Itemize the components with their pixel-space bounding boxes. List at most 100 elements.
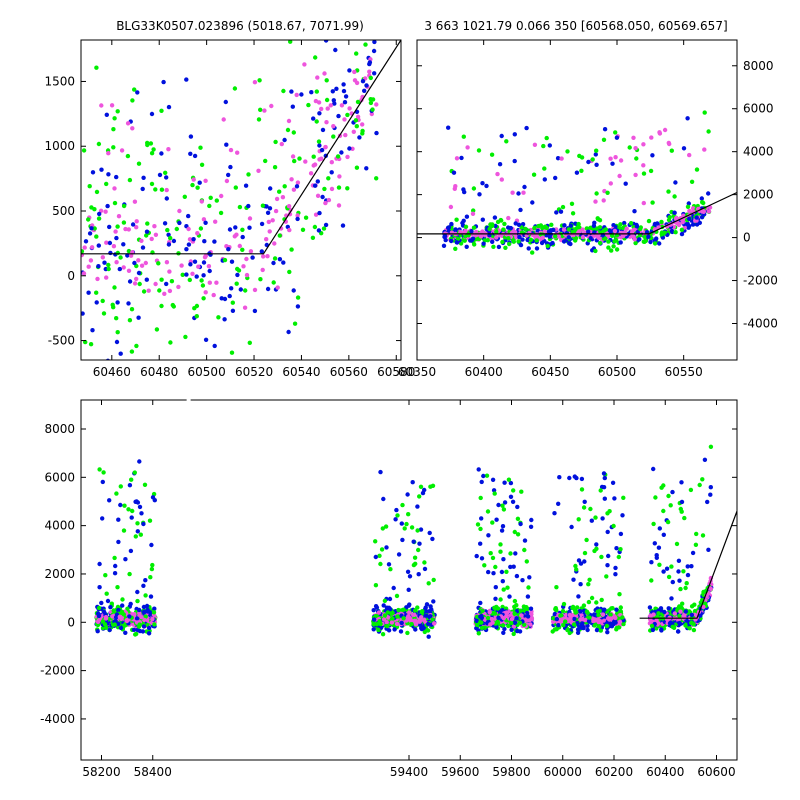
- title-right: 3 663 1021.79 0.066 350 [60568.050, 6056…: [424, 19, 727, 33]
- data-point-series-1: [149, 542, 154, 548]
- data-point-series-0: [402, 526, 407, 531]
- data-point-series-1: [136, 607, 142, 613]
- y-tick-label: 500: [52, 204, 75, 218]
- data-point-series-1: [118, 502, 123, 508]
- data-point-series-1: [553, 175, 558, 181]
- data-point-series-0: [621, 621, 626, 627]
- data-point-series-0: [257, 78, 262, 83]
- data-point-series-2: [88, 258, 94, 263]
- data-point-series-1: [685, 221, 690, 226]
- data-point-series-1: [610, 480, 616, 485]
- data-point-series-1: [150, 495, 156, 500]
- data-point-series-1: [320, 127, 326, 133]
- data-point-series-0: [326, 176, 331, 181]
- data-point-series-0: [118, 484, 124, 489]
- data-point-series-0: [409, 525, 415, 530]
- data-point-series-1: [267, 206, 273, 211]
- data-point-series-1: [474, 553, 479, 559]
- data-point-series-1: [610, 161, 615, 166]
- data-point-series-1: [334, 86, 339, 92]
- data-point-series-2: [559, 156, 564, 161]
- data-point-series-2: [337, 174, 342, 179]
- data-point-series-1: [479, 516, 484, 521]
- data-point-series-1: [508, 564, 513, 570]
- data-point-series-0: [395, 614, 400, 619]
- data-point-series-2: [201, 217, 207, 222]
- data-point-series-1: [113, 615, 119, 620]
- data-point-series-1: [317, 111, 322, 116]
- data-point-series-2: [632, 237, 637, 242]
- data-point-series-0: [484, 473, 490, 478]
- data-point-series-1: [184, 77, 189, 82]
- data-point-series-2: [432, 621, 437, 626]
- data-point-series-1: [602, 475, 607, 481]
- data-point-series-1: [316, 228, 322, 233]
- data-point-series-1: [496, 615, 501, 620]
- data-point-series-2: [126, 268, 132, 273]
- data-point-series-1: [424, 602, 430, 607]
- data-point-series-0: [544, 135, 549, 141]
- y-tick-label: -500: [48, 334, 75, 348]
- data-point-series-0: [670, 624, 675, 629]
- data-point-series-1: [123, 557, 128, 562]
- data-point-series-1: [413, 627, 418, 632]
- data-point-series-2: [641, 163, 646, 168]
- data-point-series-2: [99, 103, 104, 108]
- data-point-series-0: [618, 605, 623, 610]
- data-point-series-0: [240, 227, 245, 232]
- data-point-series-0: [593, 248, 598, 254]
- data-point-series-1: [679, 480, 684, 485]
- data-point-series-1: [708, 485, 713, 490]
- data-point-series-0: [322, 186, 327, 192]
- data-point-series-0: [500, 239, 505, 245]
- data-point-series-0: [606, 239, 611, 244]
- data-point-series-0: [168, 235, 173, 241]
- data-point-series-0: [135, 598, 140, 604]
- data-point-series-0: [110, 302, 115, 307]
- data-point-series-0: [504, 139, 509, 144]
- data-point-series-1: [655, 221, 660, 226]
- data-point-series-1: [222, 317, 227, 322]
- y-tick-label: 2000: [44, 567, 75, 581]
- data-point-series-0: [689, 179, 695, 184]
- data-point-series-0: [571, 622, 577, 627]
- data-point-series-1: [594, 542, 599, 547]
- data-point-series-0: [149, 566, 155, 572]
- data-point-series-0: [471, 225, 477, 230]
- y-tick-label: 4000: [743, 145, 774, 159]
- data-point-series-0: [234, 281, 239, 286]
- data-point-series-2: [701, 604, 706, 610]
- data-point-series-0: [501, 507, 507, 512]
- data-point-series-1: [446, 125, 451, 130]
- data-point-series-2: [489, 616, 495, 622]
- data-point-series-0: [570, 211, 576, 216]
- data-point-series-0: [199, 162, 205, 167]
- data-point-series-2: [164, 260, 170, 265]
- data-point-series-1: [464, 244, 469, 249]
- data-point-series-2: [103, 209, 108, 214]
- data-point-series-1: [159, 151, 164, 156]
- data-point-series-1: [184, 272, 189, 277]
- data-point-series-0: [679, 227, 685, 232]
- data-point-series-1: [194, 274, 199, 279]
- data-point-series-0: [610, 606, 615, 611]
- data-point-series-1: [97, 211, 102, 217]
- data-point-series-0: [115, 330, 120, 335]
- data-point-series-0: [611, 244, 616, 249]
- data-point-series-1: [530, 200, 535, 205]
- x-tick-label: 60350: [398, 365, 436, 379]
- data-point-series-0: [324, 78, 329, 83]
- data-point-series-1: [90, 170, 96, 175]
- data-point-series-1: [668, 620, 673, 625]
- data-point-series-1: [329, 170, 334, 175]
- data-point-series-2: [329, 160, 334, 165]
- data-point-series-1: [509, 627, 514, 632]
- data-point-series-1: [141, 175, 146, 180]
- data-point-series-0: [154, 327, 160, 332]
- data-point-series-0: [679, 606, 685, 611]
- data-point-series-1: [661, 569, 666, 574]
- data-point-series-0: [601, 137, 607, 142]
- data-point-series-0: [594, 546, 599, 551]
- data-point-series-2: [580, 235, 586, 240]
- data-point-series-0: [565, 149, 570, 154]
